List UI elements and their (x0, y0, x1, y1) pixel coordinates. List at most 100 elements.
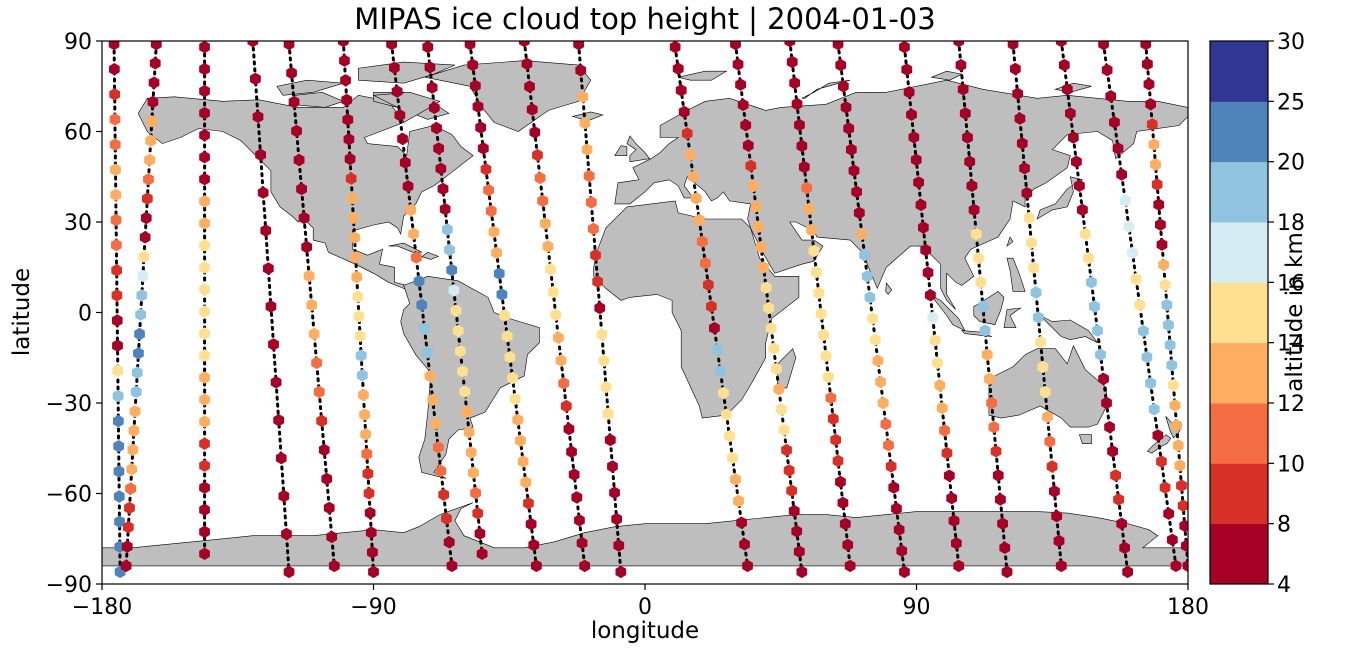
land-masses (102, 60, 1188, 567)
cloud-marker (1152, 429, 1164, 442)
cloud-marker (1174, 459, 1186, 472)
cloud-marker (278, 489, 290, 503)
cloud-marker (389, 61, 400, 74)
land-new-guinea (1039, 315, 1098, 343)
land-hispaniola (421, 251, 440, 260)
cloud-marker (539, 217, 551, 230)
cloud-marker (345, 172, 357, 185)
cloud-marker (1156, 455, 1167, 468)
cloud-marker (581, 143, 593, 156)
orbit-track (836, 42, 906, 571)
land-sri-lanka (885, 282, 893, 295)
land-borneo (973, 291, 1005, 325)
cloud-marker (457, 365, 468, 378)
cloud-marker (504, 350, 516, 364)
cloud-marker (127, 443, 139, 457)
cloud-marker (444, 243, 455, 256)
cloud-marker (358, 388, 369, 402)
cloud-marker (110, 188, 122, 201)
cloud-marker (604, 433, 616, 447)
cloud-marker (313, 385, 325, 399)
land-uk (626, 135, 651, 163)
cloud-marker (1092, 324, 1103, 337)
cloud-marker (700, 257, 711, 270)
cloud-marker (326, 530, 338, 544)
cloud-marker (148, 76, 160, 89)
cloud-marker (1119, 541, 1130, 554)
cloud-marker (690, 192, 702, 205)
cloud-marker (150, 41, 162, 51)
cloud-marker (1055, 559, 1067, 573)
cloud-marker (448, 284, 460, 297)
cloud-marker (946, 492, 957, 505)
cloud-marker (397, 132, 408, 146)
x-tick-label: −180 (72, 595, 132, 620)
cloud-marker (986, 396, 997, 410)
cloud-marker (463, 426, 475, 439)
cloud-marker (1141, 350, 1153, 364)
cloud-marker (1065, 107, 1076, 120)
cloud-marker (1176, 479, 1187, 492)
cloud-marker (140, 211, 152, 225)
colorbar-tick-label: 18 (1277, 211, 1305, 236)
cloud-marker (114, 515, 125, 528)
cloud-marker (275, 452, 287, 465)
cloud-marker (542, 240, 554, 253)
cloud-marker (968, 203, 980, 217)
cloud-marker (830, 433, 841, 447)
x-tick-label: −90 (350, 595, 396, 620)
cloud-marker (111, 289, 123, 302)
cloud-marker (748, 179, 759, 193)
land-ireland (614, 145, 628, 156)
cloud-marker (342, 113, 354, 126)
cloud-marker (339, 54, 350, 67)
cloud-marker (386, 41, 397, 51)
cloud-marker (936, 401, 948, 415)
cloud-marker (1032, 311, 1044, 324)
cloud-marker (433, 142, 444, 155)
cloud-marker (199, 173, 210, 186)
cloud-marker (687, 170, 699, 183)
cloud-marker (547, 285, 559, 299)
cloud-marker (252, 110, 264, 123)
cloud-marker (476, 547, 488, 560)
cloud-marker (1080, 227, 1091, 241)
cloud-marker (999, 541, 1011, 554)
cloud-marker (990, 445, 1002, 458)
cloud-marker (796, 139, 808, 153)
cloud-marker (367, 546, 378, 559)
cloud-marker (432, 441, 444, 454)
cloud-marker (712, 343, 723, 356)
cloud-marker (563, 422, 575, 436)
colorbar-label: altitude in km (1282, 232, 1308, 392)
cloud-marker (199, 305, 210, 318)
cloud-marker (362, 467, 374, 480)
cloud-marker (932, 356, 943, 370)
cloud-marker (607, 460, 618, 473)
cloud-marker (124, 501, 135, 515)
cloud-marker (525, 517, 537, 531)
cloud-marker (520, 476, 532, 489)
cloud-marker (318, 443, 330, 457)
cloud-marker (431, 121, 442, 135)
cloud-marker (1113, 493, 1124, 506)
colorbar-segment (1210, 403, 1268, 464)
cloud-marker (1021, 186, 1033, 200)
x-axis-label: longitude (590, 618, 700, 644)
cloud-marker (507, 371, 518, 385)
cloud-marker (1044, 435, 1056, 448)
cloud-marker (464, 41, 476, 51)
cloud-marker (465, 446, 477, 459)
cloud-marker (260, 224, 272, 237)
cloud-marker (577, 90, 589, 103)
cloud-marker (1138, 324, 1149, 338)
colorbar-segment (1210, 101, 1268, 163)
cloud-marker (1098, 372, 1109, 386)
cloud-marker (763, 301, 775, 315)
colorbar: 4 8 10 12 14 16 18 20 25 30 (1209, 30, 1305, 598)
cloud-marker (1169, 399, 1181, 412)
cloud-marker (678, 105, 690, 119)
cloud-marker (113, 440, 124, 453)
cloud-marker (1055, 41, 1067, 48)
cloud-marker (781, 443, 792, 457)
